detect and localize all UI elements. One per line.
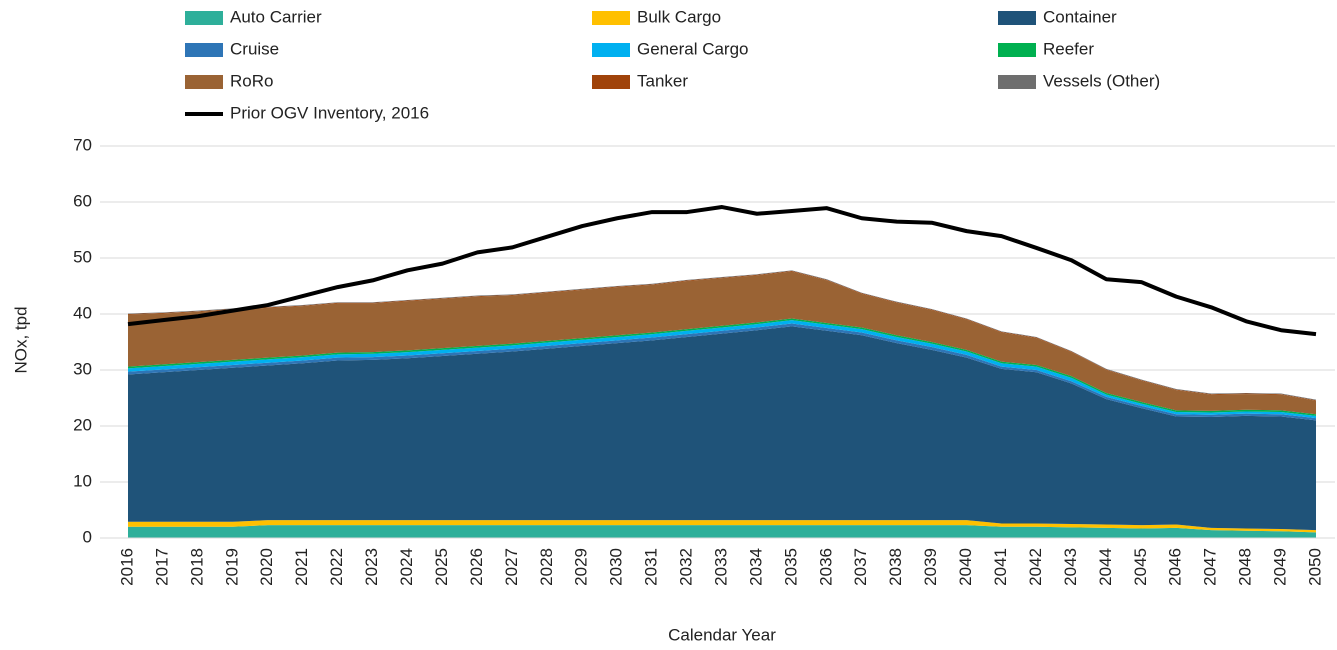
x-tick-label: 2018 xyxy=(187,548,206,586)
legend-swatch xyxy=(998,11,1036,25)
x-tick-label: 2050 xyxy=(1305,548,1324,586)
x-tick-label: 2031 xyxy=(642,548,661,586)
x-tick-label: 2021 xyxy=(292,548,311,586)
legend-label: Vessels (Other) xyxy=(1043,71,1160,90)
legend-swatch xyxy=(998,43,1036,57)
x-tick-label: 2044 xyxy=(1096,548,1115,586)
x-tick-label: 2032 xyxy=(677,548,696,586)
x-tick-label: 2035 xyxy=(781,548,800,586)
y-tick-label: 50 xyxy=(73,247,92,266)
x-tick-label: 2034 xyxy=(746,548,765,586)
x-tick-label: 2025 xyxy=(432,548,451,586)
x-tick-label: 2020 xyxy=(257,548,276,586)
x-tick-label: 2016 xyxy=(117,548,136,586)
x-tick-label: 2027 xyxy=(502,548,521,586)
y-tick-label: 30 xyxy=(73,359,92,378)
y-tick-label: 10 xyxy=(73,471,92,490)
x-tick-label: 2041 xyxy=(991,548,1010,586)
x-tick-label: 2038 xyxy=(886,548,905,586)
x-tick-label: 2024 xyxy=(397,548,416,586)
y-tick-label: 60 xyxy=(73,191,92,210)
x-tick-label: 2047 xyxy=(1201,548,1220,586)
x-axis-label: Calendar Year xyxy=(668,625,776,644)
area xyxy=(128,525,1316,538)
legend-swatch xyxy=(592,43,630,57)
x-tick-label: 2049 xyxy=(1271,548,1290,586)
line xyxy=(127,205,1317,337)
legend-label: General Cargo xyxy=(637,39,749,58)
legend-label: Auto Carrier xyxy=(230,7,322,26)
legend-swatch xyxy=(185,11,223,25)
legend-label: RoRo xyxy=(230,71,273,90)
x-tick-label: 2045 xyxy=(1131,548,1150,586)
legend-label: Reefer xyxy=(1043,39,1094,58)
legend-label: Prior OGV Inventory, 2016 xyxy=(230,103,429,122)
x-tick-label: 2039 xyxy=(921,548,940,586)
x-tick-label: 2017 xyxy=(152,548,171,586)
x-tick-label: 2033 xyxy=(711,548,730,586)
y-tick-label: 20 xyxy=(73,415,92,434)
x-tick-label: 2022 xyxy=(327,548,346,586)
area xyxy=(128,271,1316,415)
legend-swatch xyxy=(998,75,1036,89)
x-tick-label: 2030 xyxy=(607,548,626,586)
y-tick-label: 40 xyxy=(73,303,92,322)
y-tick-label: 0 xyxy=(83,527,92,546)
area xyxy=(128,326,1316,531)
x-tick-label: 2042 xyxy=(1026,548,1045,586)
x-tick-label: 2040 xyxy=(956,548,975,586)
legend-swatch xyxy=(592,75,630,89)
legend-swatch xyxy=(592,11,630,25)
legend-swatch xyxy=(185,43,223,57)
legend-label: Tanker xyxy=(637,71,688,90)
x-tick-label: 2026 xyxy=(467,548,486,586)
x-tick-label: 2023 xyxy=(362,548,381,586)
x-tick-label: 2048 xyxy=(1236,548,1255,586)
x-tick-label: 2046 xyxy=(1166,548,1185,586)
x-tick-label: 2029 xyxy=(572,548,591,586)
y-axis-label: NOx, tpd xyxy=(11,306,30,373)
x-tick-label: 2036 xyxy=(816,548,835,586)
legend-label: Cruise xyxy=(230,39,279,58)
legend-label: Container xyxy=(1043,7,1117,26)
area xyxy=(128,520,1316,533)
x-tick-label: 2043 xyxy=(1061,548,1080,586)
legend-label: Bulk Cargo xyxy=(637,7,721,26)
y-tick-label: 70 xyxy=(73,135,92,154)
legend-swatch xyxy=(185,75,223,89)
x-tick-label: 2037 xyxy=(851,548,870,586)
x-tick-label: 2028 xyxy=(537,548,556,586)
x-tick-label: 2019 xyxy=(222,548,241,586)
